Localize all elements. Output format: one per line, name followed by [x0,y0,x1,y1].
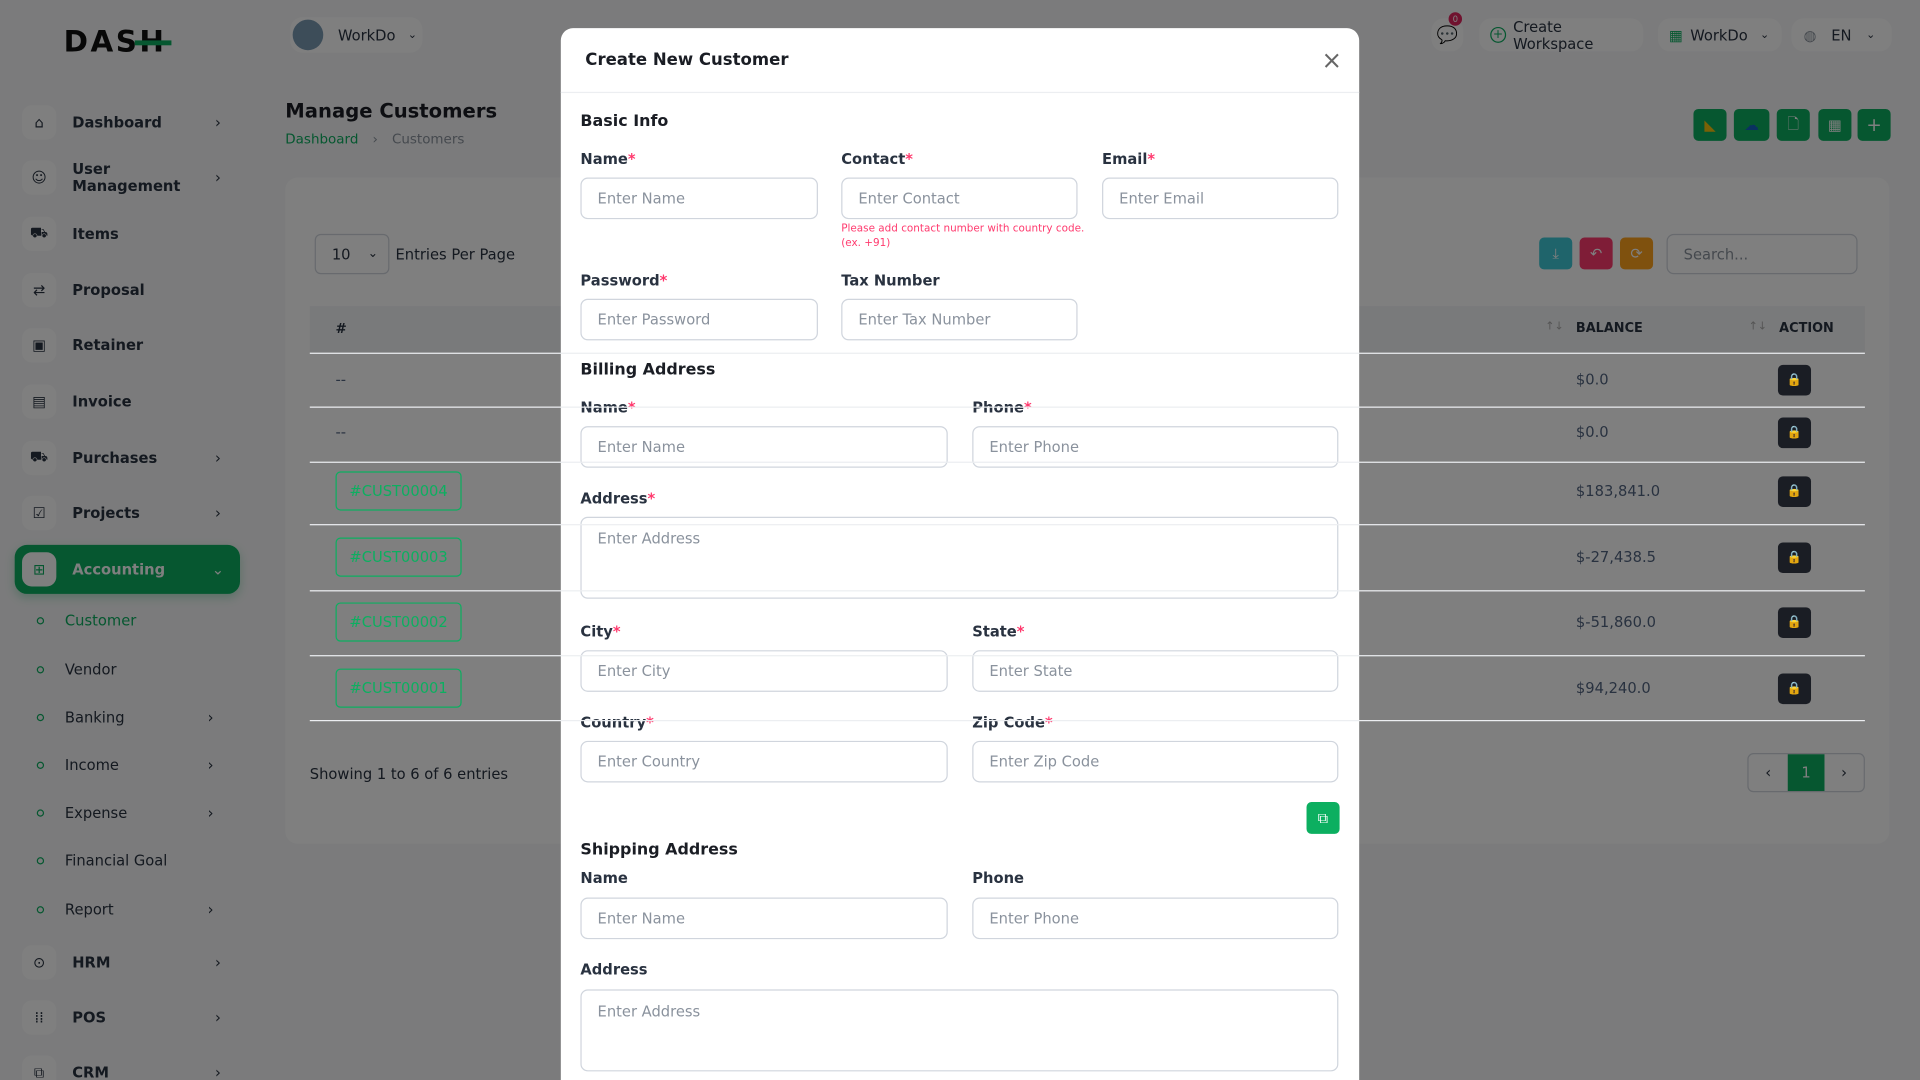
shipping-address-label: Address [580,961,648,979]
billing-city-placeholder: Enter City [597,662,671,680]
balance-cell: $0.0 [1575,423,1609,441]
customer-id: -- [335,423,347,441]
lock-button[interactable]: 🔒 [1777,476,1812,507]
billing-country-label: Country* [580,713,654,732]
section-title: Basic Info [580,112,669,132]
billing-phone-placeholder: Enter Phone [989,438,1080,456]
lock-icon: 🔒 [1786,551,1803,565]
contact-help-text: Please add contact number with country c… [841,222,1085,250]
billing-name-placeholder: Enter Name [597,438,686,456]
lock-icon: 🔒 [1786,373,1803,387]
lock-icon: 🔒 [1786,426,1803,440]
billing-city-input[interactable]: Enter City [580,650,948,692]
shipping-name-label: Name [580,869,628,887]
billing-phone-input[interactable]: Enter Phone [972,426,1339,468]
password-placeholder: Enter Password [597,311,711,329]
lock-button[interactable]: 🔒 [1777,542,1812,574]
section-title: Shipping Address [580,841,738,860]
row-divider [309,524,1865,526]
lock-icon: 🔒 [1786,484,1803,499]
balance-cell: $183,841.0 [1575,482,1661,500]
shipping-phone-placeholder: Enter Phone [989,909,1080,927]
billing-address-placeholder: Enter Address [597,530,701,548]
lock-button[interactable]: 🔒 [1777,417,1812,449]
password-input[interactable]: Enter Password [580,298,818,341]
shipping-address-placeholder: Enter Address [597,1002,701,1021]
billing-address-label: Address* [580,489,656,507]
billing-country-placeholder: Enter Country [597,753,701,771]
tax-number-input[interactable]: Enter Tax Number [841,298,1078,341]
tax-number-placeholder: Enter Tax Number [858,311,991,329]
row-divider [309,461,1865,463]
billing-phone-label: Phone* [972,399,1032,417]
customer-id-button[interactable]: #CUST00004 [335,471,462,511]
contact-placeholder: Enter Contact [858,189,960,207]
copy-icon: ⧉ [1317,808,1329,826]
shipping-name-input[interactable]: Enter Name [580,897,948,940]
password-label: Password* [580,271,668,289]
billing-name-input[interactable]: Enter Name [580,426,948,468]
shipping-phone-label: Phone [972,869,1024,887]
close-icon[interactable]: × [1321,45,1343,75]
balance-cell: $-27,438.5 [1575,548,1657,566]
balance-cell: $0.0 [1575,371,1609,389]
billing-state-label: State* [972,623,1025,641]
email-label: Email* [1102,150,1156,168]
lock-button[interactable]: 🔒 [1777,364,1812,396]
billing-zip-label: Zip Code* [972,713,1053,732]
shipping-phone-input[interactable]: Enter Phone [972,897,1339,940]
billing-country-input[interactable]: Enter Country [580,740,948,783]
customer-id-button[interactable]: #CUST00001 [335,668,462,708]
shipping-name-placeholder: Enter Name [597,909,686,927]
row-divider [309,655,1865,657]
row-divider [309,720,1865,722]
lock-icon: 🔒 [1786,615,1803,630]
row-divider [309,589,1865,591]
email-input[interactable]: Enter Email [1102,177,1339,220]
row-divider [309,405,1865,408]
contact-label: Contact* [841,150,913,168]
shipping-address-input[interactable]: Enter Address [580,989,1339,1072]
name-input[interactable]: Enter Name [580,177,818,220]
lock-button[interactable]: 🔒 [1777,607,1812,638]
contact-input[interactable]: Enter Contact [841,177,1078,220]
modal-title: Create New Customer [585,50,789,70]
billing-state-placeholder: Enter State [989,662,1073,680]
lock-button[interactable]: 🔒 [1777,673,1812,705]
balance-cell: $-51,860.0 [1575,613,1657,631]
billing-zip-placeholder: Enter Zip Code [989,753,1100,771]
modal-header: Create New Customer × [560,28,1360,94]
customer-id-button[interactable]: #CUST00002 [335,602,462,642]
lock-icon: 🔒 [1786,682,1803,696]
customer-id: -- [335,371,347,389]
name-label: Name* [580,150,636,168]
customer-id-button[interactable]: #CUST00003 [335,537,462,577]
billing-name-label: Name* [580,399,636,417]
email-placeholder: Enter Email [1119,189,1205,207]
name-placeholder: Enter Name [597,189,686,207]
billing-address-input[interactable]: Enter Address [580,516,1339,599]
row-divider [309,352,1865,354]
billing-zip-input[interactable]: Enter Zip Code [972,740,1339,783]
tax-number-label: Tax Number [841,271,940,289]
billing-city-label: City* [580,623,621,641]
section-title: Billing Address [580,361,716,380]
create-customer-modal: Create New Customer × Basic Info Name* Ent… [560,28,1360,1080]
copy-billing-button[interactable]: ⧉ [1306,802,1340,834]
balance-cell: $94,240.0 [1575,679,1651,697]
billing-state-input[interactable]: Enter State [972,650,1339,692]
